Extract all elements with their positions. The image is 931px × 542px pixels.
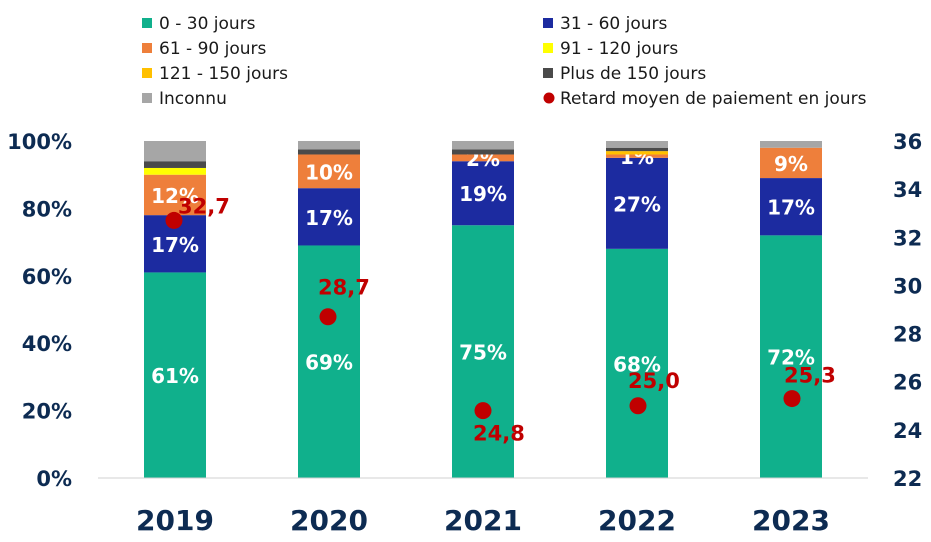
legend-swatch-retard-moyen [543,92,555,104]
right-axis: 22 24 26 28 30 32 34 36 [893,130,922,491]
bars: 61%17%12%69%17%10%75%19%2%68%27%1%72%17%… [144,141,822,478]
left-axis-tick-label: 60% [22,265,72,289]
right-axis-tick-label: 36 [893,130,922,154]
legend-swatch-31-60-jours [543,18,553,28]
bar-segment [452,154,514,162]
legend-label-121-150-jours: 121 - 150 jours [159,64,288,84]
x-axis-tick-label: 2022 [598,504,676,537]
bar-segment [298,141,360,150]
dot-data-label: 28,7 [318,276,370,300]
bar-segment [452,149,514,155]
legend-label-91-120-jours: 91 - 120 jours [560,39,678,59]
dot-data-label: 24,8 [473,422,525,446]
dot-point [319,308,337,326]
x-axis-tick-label: 2019 [136,504,214,537]
right-axis-tick-label: 26 [893,371,922,395]
bar-data-label: 10% [305,160,353,184]
dot-point [629,397,647,415]
bar-segment [606,154,668,158]
bar-segment [760,147,822,179]
legend-label-31-60-jours: 31 - 60 jours [560,14,667,34]
legend-label-retard-moyen: Retard moyen de paiement en jours [560,89,867,109]
right-axis-tick-label: 34 [893,178,922,202]
bar-data-label: 27% [613,192,661,216]
bar-segment [606,248,668,478]
bar-segment [452,161,514,226]
bar-data-label: 72% [767,346,815,370]
left-axis-tick-label: 0% [36,467,72,491]
bar-segment [298,149,360,155]
bar-segment [144,141,206,162]
legend-label-61-90-jours: 61 - 90 jours [159,39,266,59]
legend-swatch-0-30-jours [142,18,152,28]
bar-segment [452,141,514,150]
bar-segment [606,151,668,155]
bar-segment [298,154,360,189]
dot-point [474,402,492,420]
left-axis-tick-label: 80% [22,197,72,221]
x-axis-tick-label: 2020 [290,504,368,537]
legend-swatch-plus-de-150-jours [543,68,553,78]
bar-segment [760,178,822,236]
bar-data-label: 68% [613,352,661,376]
bar-segment [760,235,822,478]
right-axis-tick-label: 32 [893,226,922,250]
bar-data-label: 12% [151,184,199,208]
bar-data-label: 69% [305,351,353,375]
legend-swatch-inconnu [142,93,152,103]
x-axis-tick-label: 2021 [444,504,522,537]
bar-segment [298,188,360,246]
bar-segment [144,161,206,168]
bar-data-label: 19% [459,182,507,206]
right-axis-tick-label: 22 [893,467,922,491]
dot-point [165,211,183,229]
bar-data-label: 9% [774,152,808,176]
legend: 0 - 30 jours 31 - 60 jours 61 - 90 jours 91… [142,14,867,109]
legend-swatch-61-90-jours [142,43,152,53]
right-axis-tick-label: 24 [893,419,922,443]
bar-data-label: 17% [767,196,815,220]
bar-segment [452,225,514,478]
dot-point [783,390,801,408]
legend-label-plus-de-150-jours: Plus de 150 jours [560,64,706,84]
dot-data-label: 25,0 [628,369,680,393]
bar-segment [606,147,668,152]
bar-data-label: 61% [151,364,199,388]
bar-segment [144,272,206,478]
left-axis: 0% 20% 40% 60% 80% 100% [7,130,72,491]
bar-segment [760,141,822,148]
right-axis-tick-label: 28 [893,323,922,347]
right-axis-tick-label: 30 [893,274,922,298]
dot-data-label: 32,7 [178,194,230,218]
x-axis-tick-label: 2023 [752,504,830,537]
bar-segment [298,245,360,478]
left-axis-tick-label: 20% [22,400,72,424]
bar-segment [606,157,668,249]
legend-swatch-91-120-jours [543,43,553,53]
legend-label-inconnu: Inconnu [159,89,227,109]
bar-data-label: 75% [459,341,507,365]
bar-data-label: 17% [305,206,353,230]
x-axis: 2019 2020 2021 2022 2023 [98,477,868,537]
dot-series: 32,7 28,7 24,8 25,0 25,3 [165,194,836,446]
bar-segment [144,167,206,175]
bar-data-label: 17% [151,233,199,257]
left-axis-tick-label: 100% [7,130,72,154]
dot-data-label: 25,3 [784,364,836,388]
bar-segment [606,141,668,148]
legend-label-0-30-jours: 0 - 30 jours [159,14,256,34]
bar-segment [144,174,206,216]
legend-swatch-121-150-jours [142,68,152,78]
left-axis-tick-label: 40% [22,332,72,356]
